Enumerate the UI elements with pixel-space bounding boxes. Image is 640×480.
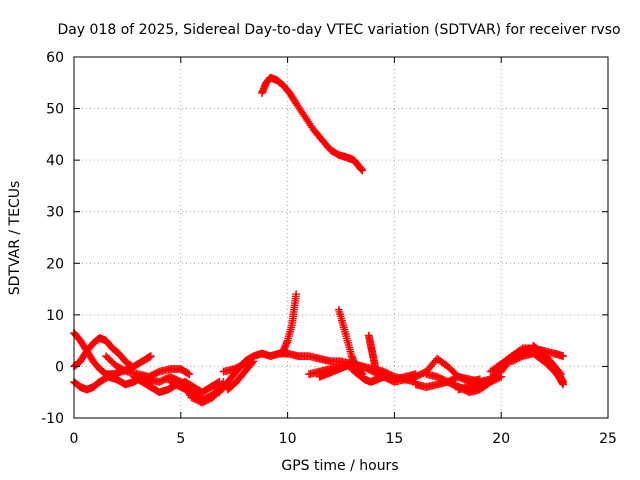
axis-ticks: 0 5 10 15 20 25 -10 0 10 20 30 40 50 60 [41,50,617,447]
series-arc-q [364,331,380,371]
data-point [559,378,568,386]
y-tick-label: 50 [46,102,64,118]
series-arc-y [529,341,568,386]
x-tick-label: 0 [70,431,79,447]
series-arc-k [279,290,301,355]
data-point [559,352,568,361]
x-tick-label: 5 [176,431,185,447]
data-point [184,369,193,378]
y-axis-label: SDTVAR / TECUs [7,181,23,296]
x-tick-label: 15 [385,431,403,447]
y-tick-label: 60 [46,50,64,66]
data-point [358,166,367,175]
y-tick-label: 0 [55,359,64,375]
series-arc-b [70,372,155,394]
data-point [249,357,258,366]
data-point [371,362,380,371]
series-arc-e [129,372,224,397]
series-arc-c [70,334,136,371]
x-tick-label: 20 [492,431,510,447]
y-tick-label: 20 [46,256,64,272]
plot-border [73,56,609,419]
series-arc-n [315,359,356,381]
y-tick-label: -10 [41,411,64,427]
data-point [127,362,136,371]
data-point [185,370,194,379]
x-tick-label: 10 [279,431,297,447]
series-arc-d [102,352,194,381]
series-arc-j [223,357,258,394]
data-points [70,73,568,407]
series-arc-i [219,354,256,376]
data-point [292,290,301,299]
y-tick-label: 10 [46,308,64,324]
data-point [126,361,135,370]
y-tick-label: 30 [46,205,64,221]
series-arc-high [258,73,367,175]
x-axis-label: GPS time / hours [281,458,398,474]
chart-title: Day 018 of 2025, Sidereal Day-to-day VTE… [57,22,620,38]
x-tick-label: 25 [599,431,617,447]
data-point [146,352,155,361]
y-tick-label: 40 [46,153,64,169]
grid [74,57,608,418]
